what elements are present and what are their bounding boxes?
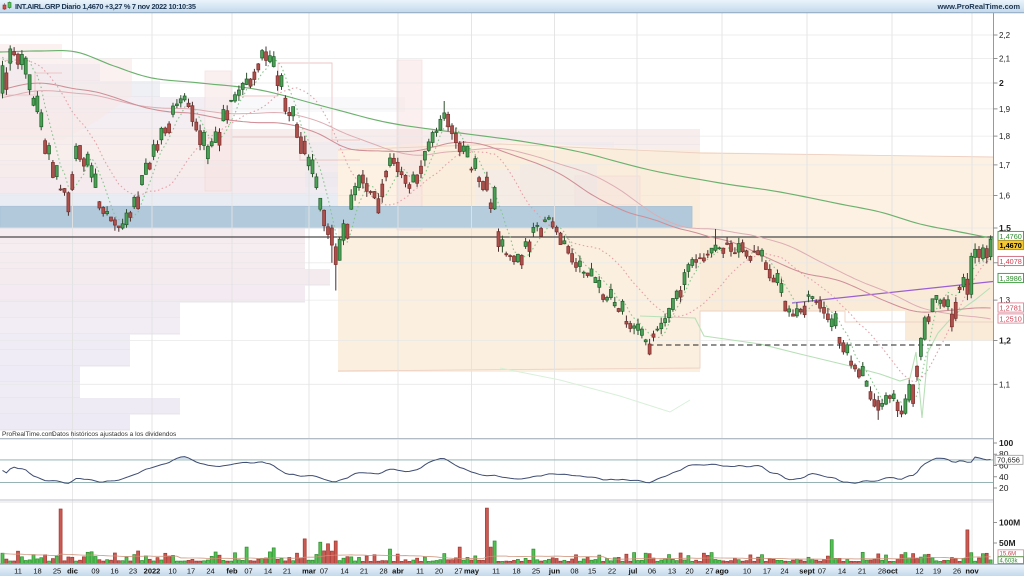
svg-text:2,2: 2,2	[999, 31, 1011, 40]
svg-text:16: 16	[110, 566, 118, 575]
svg-text:1,6: 1,6	[999, 192, 1011, 201]
svg-text:28: 28	[379, 566, 387, 575]
svg-text:17: 17	[763, 566, 771, 575]
svg-text:80: 80	[999, 449, 1009, 459]
svg-text:1,3986: 1,3986	[1000, 274, 1022, 283]
svg-text:1,4760: 1,4760	[1000, 232, 1022, 241]
svg-text:11: 11	[416, 566, 424, 575]
svg-text:1,3: 1,3	[999, 296, 1011, 305]
svg-text:INT.AIRL.GRP Diario 1,4670 +3,: INT.AIRL.GRP Diario 1,4670 +3,27 % 7 nov…	[15, 2, 196, 11]
svg-text:10: 10	[743, 566, 751, 575]
svg-text:1,4078: 1,4078	[1000, 257, 1022, 266]
svg-text:21: 21	[283, 566, 291, 575]
svg-text:14: 14	[838, 566, 846, 575]
svg-text:27: 27	[454, 566, 462, 575]
svg-text:11: 11	[14, 566, 22, 575]
svg-text:2,1: 2,1	[999, 54, 1011, 63]
svg-text:24: 24	[780, 566, 788, 575]
svg-text:www.ProRealTime.com: www.ProRealTime.com	[936, 2, 1020, 11]
svg-text:oct: oct	[886, 566, 898, 575]
svg-text:07: 07	[244, 566, 252, 575]
svg-text:abr: abr	[392, 566, 404, 575]
svg-text:26: 26	[953, 566, 961, 575]
svg-text:06: 06	[648, 566, 656, 575]
svg-text:23: 23	[129, 566, 137, 575]
svg-text:dic: dic	[67, 566, 78, 575]
svg-text:17: 17	[187, 566, 195, 575]
svg-text:1,7: 1,7	[999, 161, 1011, 170]
svg-text:100: 100	[999, 438, 1013, 448]
svg-text:25: 25	[532, 566, 540, 575]
svg-text:19: 19	[933, 566, 941, 575]
svg-text:1,9: 1,9	[999, 105, 1011, 114]
svg-text:mar: mar	[302, 566, 316, 575]
svg-text:nov: nov	[965, 566, 979, 575]
svg-text:10: 10	[168, 566, 176, 575]
svg-text:4,603k: 4,603k	[1000, 559, 1019, 565]
svg-text:20: 20	[999, 483, 1009, 493]
svg-text:18: 18	[33, 566, 41, 575]
svg-text:22: 22	[608, 566, 616, 575]
svg-text:20: 20	[435, 566, 443, 575]
svg-text:25: 25	[53, 566, 61, 575]
svg-text:2022: 2022	[144, 566, 161, 575]
svg-text:ProRealTime.com: ProRealTime.com	[2, 431, 54, 438]
svg-text:13: 13	[668, 566, 676, 575]
svg-text:60: 60	[999, 461, 1009, 471]
svg-text:1,2: 1,2	[999, 336, 1011, 346]
svg-text:70,656: 70,656	[997, 456, 1020, 465]
svg-text:50M: 50M	[999, 538, 1016, 548]
svg-text:Datos históricos ajustados a l: Datos históricos ajustados a los dividen…	[52, 431, 177, 438]
svg-text:14: 14	[264, 566, 272, 575]
svg-text:07: 07	[320, 566, 328, 575]
svg-text:07: 07	[818, 566, 826, 575]
svg-text:15,6M: 15,6M	[1000, 552, 1017, 558]
svg-text:20: 20	[685, 566, 693, 575]
svg-text:may: may	[464, 566, 480, 575]
svg-text:27: 27	[705, 566, 713, 575]
svg-text:1,1: 1,1	[999, 380, 1011, 389]
svg-text:09: 09	[91, 566, 99, 575]
svg-text:2: 2	[999, 78, 1004, 88]
svg-text:24: 24	[206, 566, 214, 575]
svg-text:12: 12	[915, 566, 923, 575]
svg-text:1,5: 1,5	[999, 223, 1011, 233]
svg-text:1,2781: 1,2781	[1000, 304, 1022, 313]
svg-text:1,4670: 1,4670	[1000, 241, 1022, 250]
svg-text:11: 11	[492, 566, 500, 575]
svg-text:14: 14	[340, 566, 348, 575]
svg-text:ago: ago	[715, 566, 729, 575]
svg-text:21: 21	[858, 566, 866, 575]
svg-text:jul: jul	[628, 566, 638, 575]
svg-text:1,8: 1,8	[999, 132, 1011, 141]
svg-text:sept: sept	[799, 566, 815, 575]
svg-text:15: 15	[588, 566, 596, 575]
svg-text:100M: 100M	[999, 518, 1020, 528]
svg-text:1,2510: 1,2510	[1000, 315, 1022, 324]
svg-text:jun: jun	[548, 566, 561, 575]
svg-text:40: 40	[999, 472, 1009, 482]
svg-text:21: 21	[360, 566, 368, 575]
svg-text:feb: feb	[226, 566, 238, 575]
svg-text:18: 18	[512, 566, 520, 575]
svg-text:08: 08	[570, 566, 578, 575]
svg-text:28: 28	[878, 566, 886, 575]
